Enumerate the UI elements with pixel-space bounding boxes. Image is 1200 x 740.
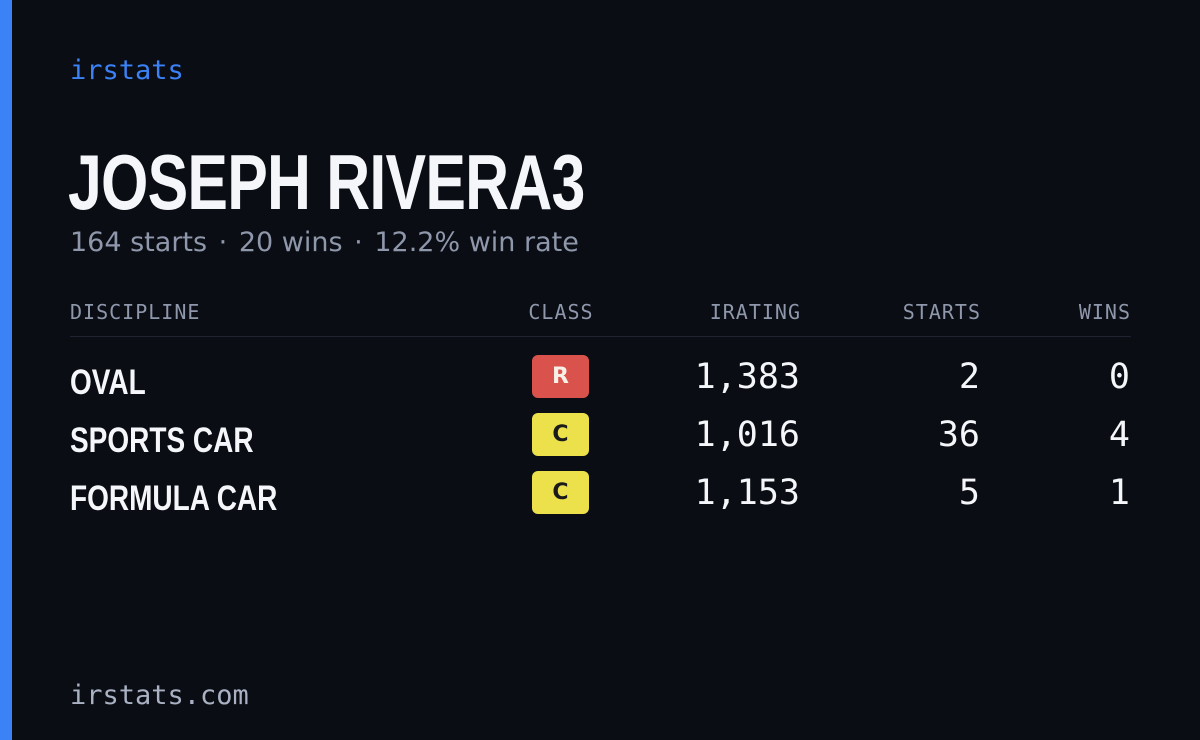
irating-value: 1,016 [694, 415, 800, 455]
column-header-discipline: DISCIPLINE [70, 300, 201, 324]
starts-value: 2 [958, 357, 980, 397]
starts-summary: 164 starts [70, 227, 208, 258]
player-name: JOSEPH RIVERA3 [68, 138, 585, 226]
table-row: SPORTS CAR C 1,016 36 4 [70, 411, 1131, 469]
stats-table: DISCIPLINE CLASS IRATING STARTS WINS OVA… [70, 296, 1131, 527]
discipline-name: FORMULA CAR [70, 479, 278, 518]
table-row: FORMULA CAR C 1,153 5 1 [70, 469, 1131, 527]
column-header-wins: WINS [1078, 300, 1131, 324]
wins-value: 1 [1108, 473, 1130, 513]
column-header-starts: STARTS [902, 300, 981, 324]
wins-value: 4 [1108, 415, 1130, 455]
table-row: OVAL R 1,383 2 0 [70, 353, 1131, 411]
separator: · [354, 227, 363, 258]
license-class-badge: C [532, 471, 589, 514]
irating-value: 1,383 [694, 357, 800, 397]
wins-summary: 20 wins [238, 227, 343, 258]
starts-value: 5 [958, 473, 980, 513]
license-class-badge: R [532, 355, 589, 398]
column-header-irating: IRATING [709, 300, 801, 324]
table-body: OVAL R 1,383 2 0 SPORTS CAR C 1,016 36 4… [70, 337, 1131, 527]
win-rate-summary: 12.2% win rate [374, 227, 579, 258]
discipline-name: OVAL [70, 363, 146, 402]
player-summary: 164 starts · 20 wins · 12.2% win rate [70, 227, 579, 258]
accent-bar [0, 0, 12, 740]
discipline-name: SPORTS CAR [70, 421, 254, 460]
irating-value: 1,153 [694, 473, 800, 513]
brand-logo[interactable]: irstats [70, 55, 184, 86]
wins-value: 0 [1108, 357, 1130, 397]
separator: · [218, 227, 228, 258]
license-class-badge: C [532, 413, 589, 456]
starts-value: 36 [937, 415, 980, 455]
column-header-class: CLASS [528, 300, 594, 324]
footer-url[interactable]: irstats.com [70, 680, 249, 711]
table-header: DISCIPLINE CLASS IRATING STARTS WINS [70, 296, 1131, 337]
